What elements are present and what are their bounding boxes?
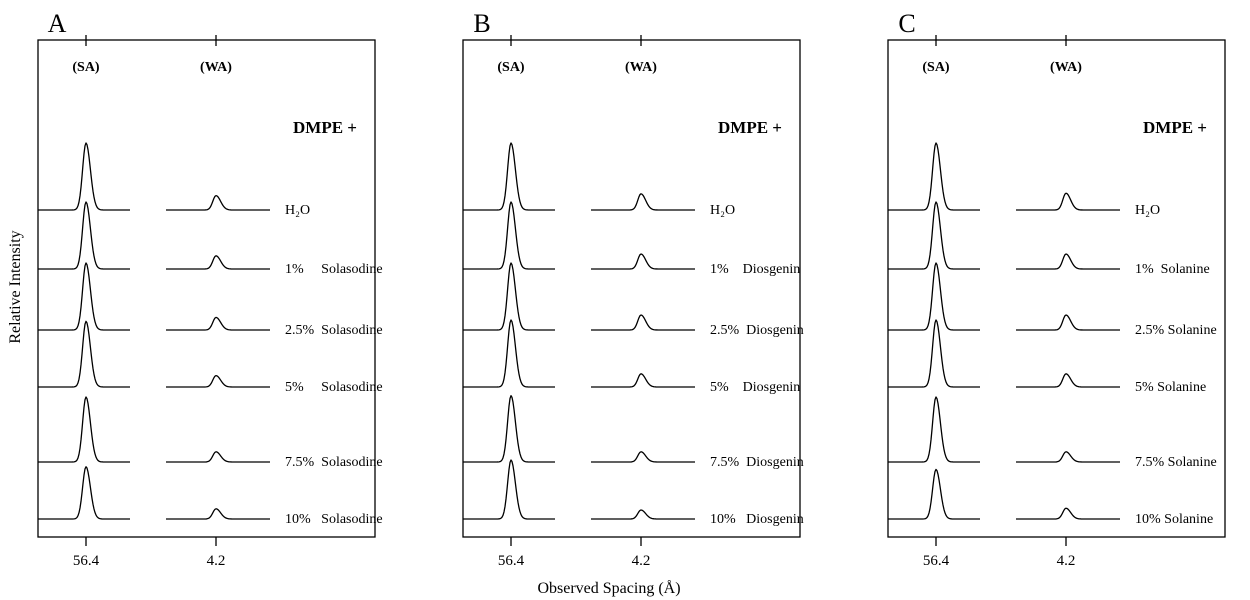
sa-peak-trace (888, 396, 980, 463)
panel-letter: B (473, 9, 490, 38)
wa-peak-trace (591, 451, 695, 463)
sa-peak-trace (888, 142, 980, 211)
sa-peak-trace (463, 459, 555, 520)
sample-label: H₂O (1135, 203, 1160, 218)
wa-peak-trace (1016, 507, 1120, 520)
sample-label: 10% Solasodine (285, 512, 383, 527)
sa-region-label: (SA) (497, 60, 525, 75)
wa-peak-trace (166, 194, 270, 211)
sample-label: H₂O (710, 203, 735, 218)
sample-label: 2.5% Diosgenin (710, 323, 804, 338)
sa-peak-trace (888, 468, 980, 520)
sample-label: 2.5% Solasodine (285, 323, 383, 338)
panel-title: DMPE + (293, 118, 357, 137)
panel-letter: A (48, 9, 67, 38)
wa-peak-trace (166, 508, 270, 520)
sample-label: 5% Diosgenin (710, 380, 800, 395)
sample-label: 7.5% Diosgenin (710, 455, 804, 470)
wa-peak-trace (591, 373, 695, 388)
panel-title: DMPE + (718, 118, 782, 137)
sa-peak-trace (38, 201, 130, 270)
x-tick-label: 4.2 (1057, 553, 1076, 569)
sample-label: 1% Solanine (1135, 262, 1210, 277)
sa-region-label: (SA) (72, 60, 100, 75)
wa-peak-trace (166, 374, 270, 388)
wa-peak-trace (1016, 192, 1120, 211)
wa-peak-trace (166, 255, 270, 270)
sample-label: 1% Solasodine (285, 262, 383, 277)
panel-letter: C (898, 9, 915, 38)
wa-region-label: (WA) (1050, 60, 1082, 75)
x-tick-label: 56.4 (923, 553, 950, 569)
sample-label: 1% Diosgenin (710, 262, 800, 277)
sa-peak-trace (38, 396, 130, 463)
sa-peak-trace (38, 466, 130, 520)
sa-peak-trace (463, 319, 555, 388)
sa-peak-trace (463, 262, 555, 331)
sa-peak-trace (463, 395, 555, 463)
sample-label: H₂O (285, 203, 310, 218)
sa-region-label: (SA) (922, 60, 950, 75)
wa-peak-trace (1016, 451, 1120, 463)
sample-label: 5% Solanine (1135, 380, 1206, 395)
wa-peak-trace (166, 316, 270, 331)
sa-peak-trace (463, 142, 555, 211)
wa-peak-trace (166, 451, 270, 463)
wa-peak-trace (1016, 253, 1120, 270)
sa-peak-trace (38, 262, 130, 331)
y-axis-label: Relative Intensity (7, 230, 24, 343)
x-tick-label: 56.4 (498, 553, 525, 569)
sample-label: 7.5% Solanine (1135, 455, 1217, 470)
x-tick-label: 4.2 (207, 553, 226, 569)
wa-peak-trace (1016, 373, 1120, 388)
sample-label: 10% Diosgenin (710, 512, 804, 527)
sa-peak-trace (888, 201, 980, 270)
sa-peak-trace (463, 201, 555, 270)
sa-peak-trace (38, 142, 130, 211)
wa-peak-trace (591, 509, 695, 520)
wa-region-label: (WA) (625, 60, 657, 75)
sample-label: 10% Solanine (1135, 512, 1213, 527)
panel-frame (887, 39, 1226, 538)
panel-title: DMPE + (1143, 118, 1207, 137)
sample-label: 7.5% Solasodine (285, 455, 383, 470)
wa-region-label: (WA) (200, 60, 232, 75)
sa-peak-trace (38, 320, 130, 388)
sample-label: 5% Solasodine (285, 380, 383, 395)
wa-peak-trace (1016, 314, 1120, 331)
x-tick-label: 4.2 (632, 553, 651, 569)
wa-peak-trace (591, 314, 695, 331)
wa-peak-trace (591, 253, 695, 270)
x-tick-label: 56.4 (73, 553, 100, 569)
wa-peak-trace (591, 193, 695, 211)
x-axis-label: Observed Spacing (Å) (537, 579, 680, 597)
panel-frame (37, 39, 376, 538)
sa-peak-trace (888, 319, 980, 388)
sa-peak-trace (888, 262, 980, 331)
sample-label: 2.5% Solanine (1135, 323, 1217, 338)
panel-frame (462, 39, 801, 538)
